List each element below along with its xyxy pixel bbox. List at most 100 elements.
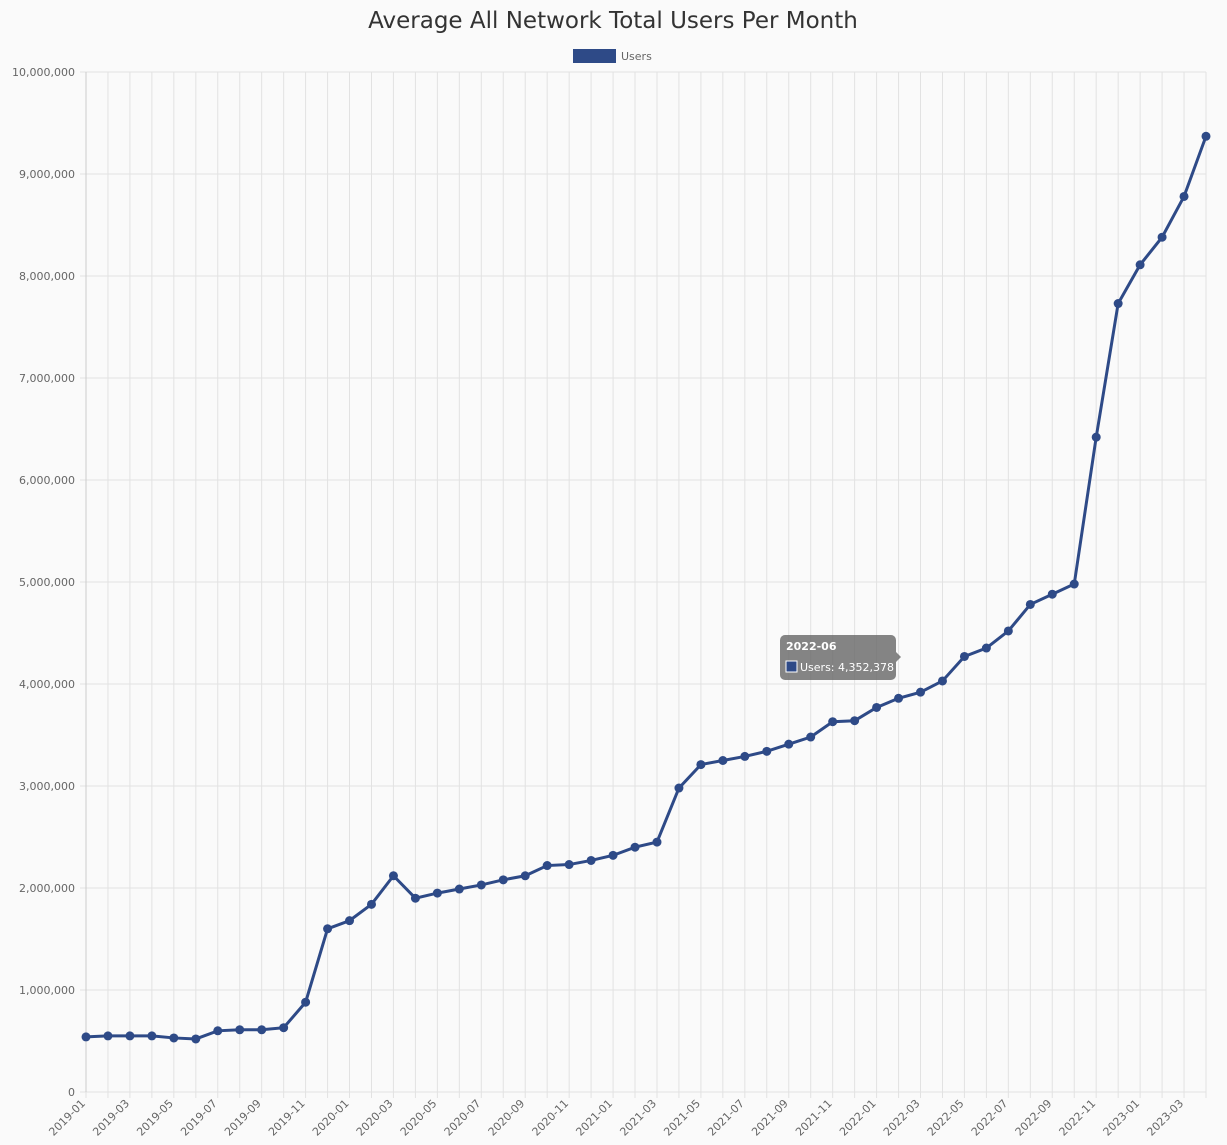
y-tick-label: 9,000,000 <box>19 168 75 181</box>
point[interactable] <box>1091 432 1101 442</box>
y-tick-label: 0 <box>68 1086 75 1099</box>
point[interactable] <box>718 756 728 765</box>
chart-title: Average All Network Total Users Per Mont… <box>368 8 858 34</box>
y-tick-label: 3,000,000 <box>19 780 75 793</box>
point[interactable] <box>213 1026 223 1036</box>
y-tick-label: 4,000,000 <box>19 678 75 691</box>
point[interactable] <box>301 997 311 1007</box>
point[interactable] <box>1025 599 1035 609</box>
point[interactable] <box>630 842 640 852</box>
point[interactable] <box>1179 191 1189 201</box>
point[interactable] <box>1069 579 1079 589</box>
point[interactable] <box>608 850 618 860</box>
point[interactable] <box>388 871 398 881</box>
point[interactable] <box>1113 299 1123 309</box>
point[interactable] <box>454 884 464 894</box>
line <box>85 135 1208 1041</box>
x-tick-label: 2021-07 <box>705 1097 747 1139</box>
point[interactable] <box>652 837 662 847</box>
point[interactable] <box>279 1023 289 1033</box>
x-tick-label: 2021-01 <box>573 1097 615 1139</box>
x-tick-label: 2020-11 <box>530 1097 572 1139</box>
y-tick-label: 5,000,000 <box>19 576 75 589</box>
x-tick-label: 2021-09 <box>749 1097 791 1139</box>
point[interactable] <box>235 1025 245 1035</box>
tooltip-caret <box>896 652 901 662</box>
x-tick-label: 2022-07 <box>969 1097 1011 1139</box>
point[interactable] <box>696 760 706 770</box>
point[interactable] <box>476 880 486 890</box>
point[interactable] <box>345 916 355 926</box>
point[interactable] <box>740 751 750 761</box>
y-tick-label: 1,000,000 <box>19 984 75 997</box>
x-tick-label: 2020-09 <box>486 1097 528 1139</box>
point[interactable] <box>586 855 596 865</box>
point[interactable] <box>1201 131 1211 141</box>
point[interactable] <box>674 783 684 793</box>
x-tick-label: 2022-09 <box>1013 1097 1055 1139</box>
y-tick-label: 10,000,000 <box>12 66 75 79</box>
point[interactable] <box>937 676 947 686</box>
x-tick-label: 2021-11 <box>793 1097 835 1139</box>
y-tick-label: 8,000,000 <box>19 270 75 283</box>
point[interactable] <box>564 860 574 870</box>
point[interactable] <box>850 716 860 726</box>
point[interactable] <box>125 1031 135 1041</box>
tooltip-title: 2022-06 <box>786 640 837 653</box>
x-tick-label: 2020-05 <box>398 1097 440 1139</box>
tooltip: 2022-06 Users: 4,352,378 <box>780 635 901 680</box>
point[interactable] <box>542 861 552 871</box>
point[interactable] <box>784 739 794 749</box>
legend-swatch <box>573 49 616 63</box>
x-tick-label: 2020-03 <box>354 1097 396 1139</box>
tooltip-swatch <box>785 660 798 673</box>
tooltip-text: Users: 4,352,378 <box>800 661 894 674</box>
point[interactable] <box>981 643 991 653</box>
x-tick-label: 2020-07 <box>442 1097 484 1139</box>
point[interactable] <box>257 1025 267 1035</box>
y-tick-label: 6,000,000 <box>19 474 75 487</box>
point[interactable] <box>1157 232 1167 242</box>
x-tick-label: 2019-09 <box>222 1097 264 1139</box>
point[interactable] <box>872 702 882 712</box>
point[interactable] <box>191 1034 201 1044</box>
point[interactable] <box>520 871 530 881</box>
x-tick-label: 2019-03 <box>90 1097 132 1139</box>
x-tick-label: 2022-01 <box>837 1097 879 1139</box>
x-tick-label: 2022-03 <box>881 1097 923 1139</box>
x-tick-label: 2020-01 <box>310 1097 352 1139</box>
point[interactable] <box>959 651 969 661</box>
point[interactable] <box>1047 589 1057 599</box>
point[interactable] <box>806 732 816 742</box>
x-tick-label: 2022-11 <box>1057 1097 1099 1139</box>
point[interactable] <box>103 1031 113 1041</box>
point[interactable] <box>147 1031 157 1041</box>
point[interactable] <box>410 893 420 903</box>
point[interactable] <box>762 746 772 756</box>
point[interactable] <box>432 888 442 898</box>
point[interactable] <box>498 875 508 885</box>
x-tick-label: 2019-07 <box>178 1097 220 1139</box>
legend-label: Users <box>621 50 652 63</box>
point[interactable] <box>894 693 904 703</box>
point[interactable] <box>916 687 926 697</box>
x-tick-label: 2019-01 <box>46 1097 88 1139</box>
x-tick-label: 2019-11 <box>266 1097 308 1139</box>
point[interactable] <box>828 717 838 727</box>
point[interactable] <box>1003 626 1013 636</box>
point[interactable] <box>366 899 376 909</box>
point[interactable] <box>169 1033 179 1043</box>
tooltip-box <box>780 635 896 680</box>
x-tick-label: 2021-05 <box>661 1097 703 1139</box>
y-tick-label: 2,000,000 <box>19 882 75 895</box>
point[interactable] <box>1135 260 1145 270</box>
x-tick-label: 2023-03 <box>1144 1097 1186 1139</box>
y-tick-label: 7,000,000 <box>19 372 75 385</box>
x-tick-label: 2023-01 <box>1101 1097 1143 1139</box>
x-tick-label: 2019-05 <box>134 1097 176 1139</box>
point[interactable] <box>81 1032 91 1042</box>
x-tick-label: 2021-03 <box>617 1097 659 1139</box>
point[interactable] <box>323 924 333 934</box>
